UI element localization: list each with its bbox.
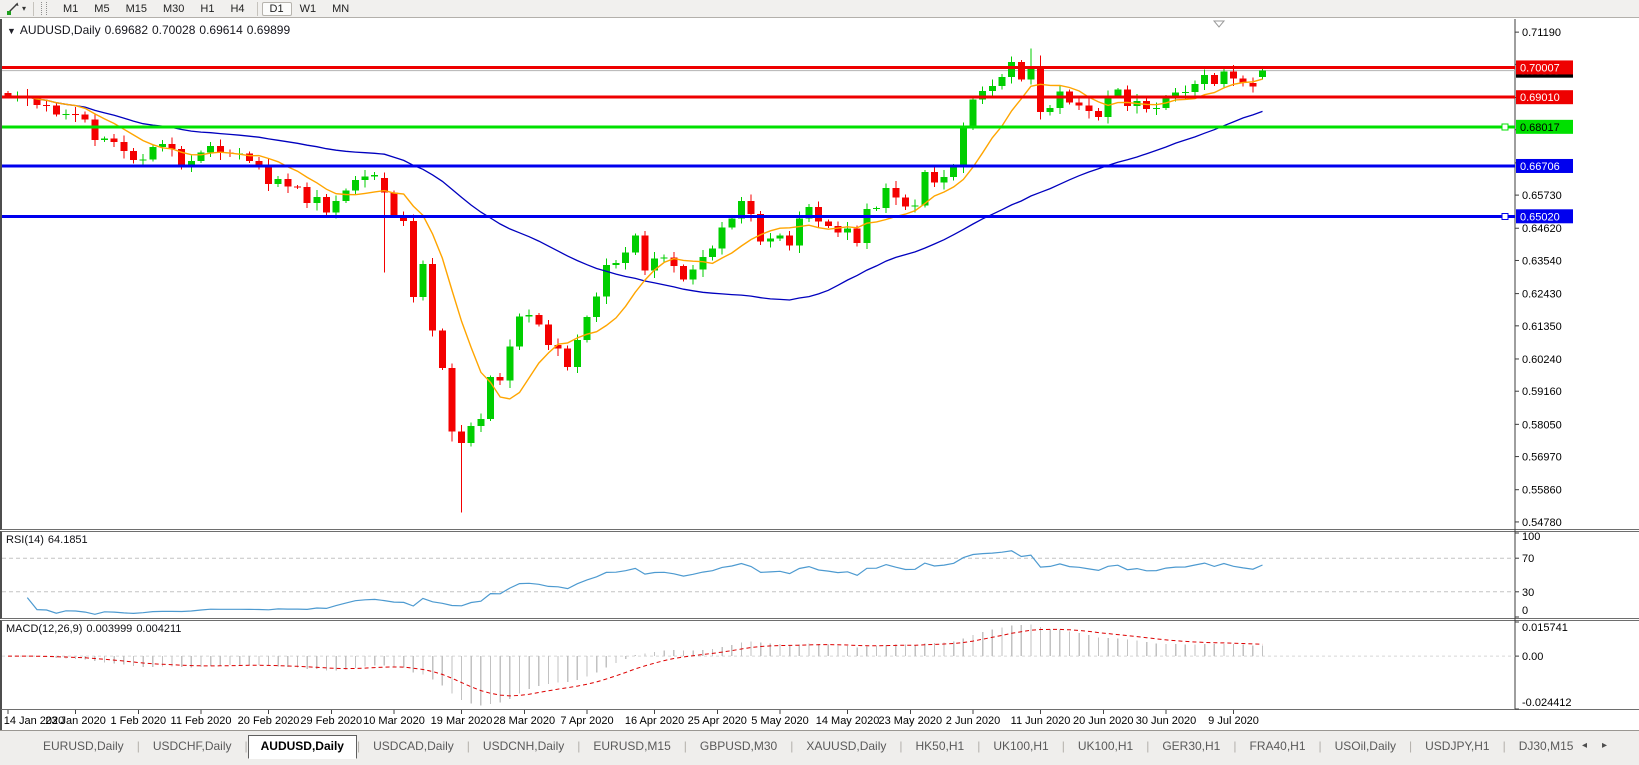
tabs-scroll-left-icon[interactable]: ◂ xyxy=(1581,740,1587,751)
tab-separator: | xyxy=(1502,739,1506,753)
timeframe-button-m1[interactable]: M1 xyxy=(63,2,79,15)
chart-tab-dj30-m15[interactable]: DJ30,M15 xyxy=(1518,739,1574,753)
chart-tab-eurusd-daily[interactable]: EURUSD,Daily xyxy=(43,739,124,753)
tab-separator: | xyxy=(683,739,687,753)
chart-tab-uk100-h1[interactable]: UK100,H1 xyxy=(993,739,1049,753)
price-chart-panel[interactable] xyxy=(0,19,1639,530)
chart-title: ▼ AUDUSD,Daily 0.69682 0.70028 0.69614 0.6989… xyxy=(7,23,294,37)
chart-tab-usdcad-daily[interactable]: USDCAD,Daily xyxy=(373,739,454,753)
tab-separator: | xyxy=(1061,739,1065,753)
timeframe-button-m15[interactable]: M15 xyxy=(125,2,147,15)
rsi-panel[interactable] xyxy=(0,531,1639,619)
chart-tab-fra40-h1[interactable]: FRA40,H1 xyxy=(1249,739,1306,753)
chart-tab-gbpusd-m30[interactable]: GBPUSD,M30 xyxy=(699,739,778,753)
chart-dropdown-icon[interactable]: ▼ xyxy=(7,26,16,36)
tab-separator: | xyxy=(1233,739,1237,753)
timeframe-button-w1[interactable]: W1 xyxy=(299,2,317,15)
timeframe-button-h1[interactable]: H1 xyxy=(200,2,215,15)
chart-tab-xauusd-daily[interactable]: XAUUSD,Daily xyxy=(806,739,887,753)
tabs-scroll-right-icon[interactable]: ▸ xyxy=(1601,740,1607,751)
ohlc-open: 0.69682 xyxy=(104,23,148,37)
timeframe-button-m5[interactable]: M5 xyxy=(94,2,110,15)
ohlc-high: 0.70028 xyxy=(152,23,196,37)
tab-separator: | xyxy=(899,739,903,753)
tab-separator: | xyxy=(1146,739,1150,753)
chart-tab-usoil-daily[interactable]: USOil,Daily xyxy=(1334,739,1396,753)
toolbar: ▾ M1 M5 M15 M30 H1 H4 D1 W1 MN xyxy=(0,0,1639,18)
tab-separator: | xyxy=(790,739,794,753)
tab-separator: | xyxy=(1408,739,1413,753)
macd-name: MACD(12,26,9) xyxy=(6,623,83,635)
timeframe-button-h4[interactable]: H4 xyxy=(230,2,245,15)
trendline-cursor-glyph xyxy=(6,2,18,15)
chart-tab-usdchf-daily[interactable]: USDCHF,Daily xyxy=(152,739,232,753)
chart-tab-usdjpy-h1[interactable]: USDJPY,H1 xyxy=(1425,739,1490,753)
timeframe-button-m30[interactable]: M30 xyxy=(162,2,185,15)
date-axis[interactable] xyxy=(0,710,1639,730)
macd-value-main: 0.003999 xyxy=(86,623,133,635)
chart-tabs-bar: EURUSD,Daily | USDCHF,Daily | AUDUSD,Daily | U… xyxy=(0,730,1639,765)
tool-dropdown-icon[interactable]: ▾ xyxy=(22,4,27,13)
toolbar-separator xyxy=(33,1,35,16)
chart-tab-hk50-h1[interactable]: HK50,H1 xyxy=(915,739,965,753)
ohlc-close: 0.69899 xyxy=(246,23,291,37)
chart-tab-audusd-daily[interactable]: AUDUSD,Daily xyxy=(247,735,357,759)
chart-tab-uk100-h1[interactable]: UK100,H1 xyxy=(1077,739,1134,753)
chart-symbol: AUDUSD,Daily xyxy=(19,23,101,37)
timeframe-buttons: M1 M5 M15 M30 H1 H4 D1 W1 MN xyxy=(55,1,357,16)
chart-tabs: EURUSD,Daily | USDCHF,Daily | AUDUSD,Daily | U… xyxy=(30,735,1586,759)
tab-separator: | xyxy=(244,739,248,753)
rsi-name: RSI(14) xyxy=(6,534,44,546)
tab-separator: | xyxy=(466,739,470,753)
chart-tab-eurusd-m15[interactable]: EURUSD,M15 xyxy=(593,739,671,753)
macd-indicator-label: MACD(12,26,9) 0.003999 0.004211 xyxy=(6,623,185,635)
timeframe-button-mn[interactable]: MN xyxy=(332,2,350,15)
timeframe-button-d1[interactable]: D1 xyxy=(261,1,292,16)
rsi-value: 64.1851 xyxy=(47,534,88,546)
macd-panel[interactable] xyxy=(0,620,1639,710)
chart-tab-ger30-h1[interactable]: GER30,H1 xyxy=(1162,739,1221,753)
tab-separator: | xyxy=(1318,739,1322,753)
rsi-indicator-label: RSI(14) 64.1851 xyxy=(6,534,92,546)
tab-separator: | xyxy=(577,739,581,753)
tab-separator: | xyxy=(356,739,361,753)
timeframe-group-separator xyxy=(256,1,258,16)
chart-tab-usdcnh-daily[interactable]: USDCNH,Daily xyxy=(482,739,565,753)
tab-separator: | xyxy=(136,739,140,753)
trendline-cursor-icon[interactable] xyxy=(3,1,21,17)
toolbar-grip-handle[interactable] xyxy=(41,2,48,15)
tab-separator: | xyxy=(977,739,981,753)
ohlc-low: 0.69614 xyxy=(199,23,243,37)
macd-value-signal: 0.004211 xyxy=(136,623,182,635)
